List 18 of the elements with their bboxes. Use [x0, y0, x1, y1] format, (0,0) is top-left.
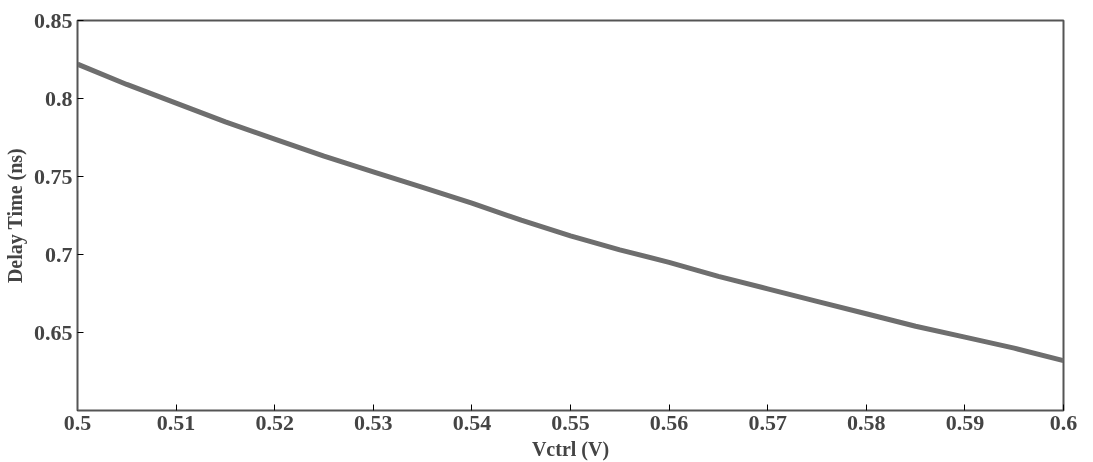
x-tick-label: 0.58	[847, 409, 886, 435]
y-tick-label: 0.7	[45, 241, 73, 267]
y-tick-label: 0.65	[34, 319, 73, 345]
x-tick-label: 0.54	[452, 409, 492, 435]
x-tick-label: 0.53	[354, 409, 393, 435]
x-axis-title: Vctrl (V)	[531, 437, 610, 461]
x-tick-label: 0.57	[748, 409, 787, 435]
x-tick-label: 0.51	[156, 409, 196, 435]
y-axis-title: Delay Time (ns)	[4, 148, 27, 284]
y-tick-label: 0.85	[34, 7, 73, 33]
x-tick-label: 0.6	[1049, 409, 1078, 435]
y-tick-label: 0.8	[45, 85, 73, 111]
x-tick-label: 0.5	[63, 409, 92, 435]
x-tick-label: 0.56	[649, 409, 689, 435]
x-tick-label: 0.55	[551, 409, 590, 435]
x-tick-label: 0.52	[255, 409, 294, 435]
x-tick-label: 0.59	[945, 409, 985, 435]
y-tick-label: 0.75	[34, 163, 73, 189]
